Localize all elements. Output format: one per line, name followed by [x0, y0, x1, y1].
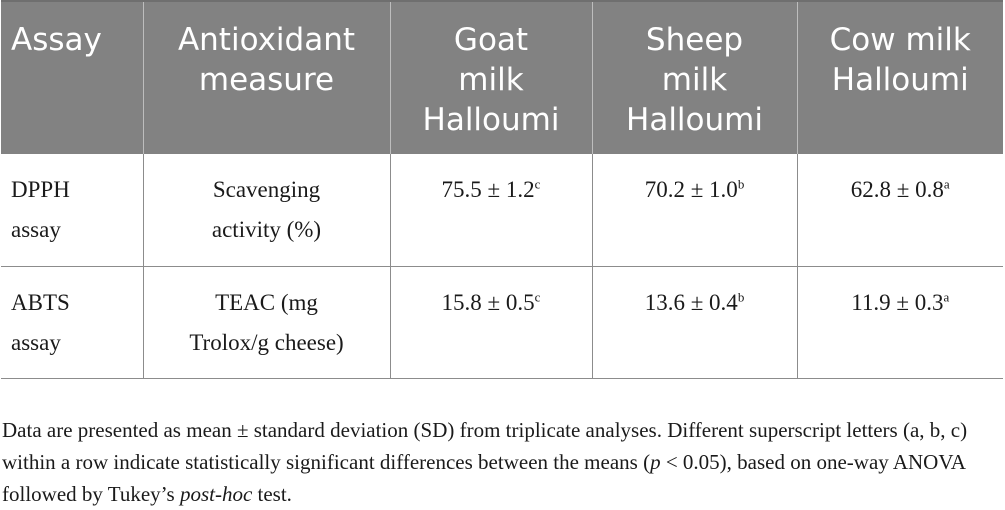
goat-value: 15.8 ± 0.5 [441, 289, 535, 315]
sheep-value: 70.2 ± 1.0 [644, 177, 738, 202]
table-row-abts: ABTS assay TEAC (mg Trolox/g cheese) 15.… [1, 266, 1003, 379]
cow-significance-letter: a [943, 176, 950, 192]
footnote-text-3: test. [252, 482, 292, 506]
header-goat-milk-halloumi: Goat milk Halloumi [390, 2, 593, 154]
goat-significance-letter: c [534, 176, 541, 192]
cell-assay: DPPH assay [1, 154, 144, 267]
table-footnote: Data are presented as mean ± standard de… [2, 414, 1002, 510]
header-goat-line-2: milk [458, 62, 524, 98]
goat-value: 75.5 ± 1.2 [441, 177, 535, 202]
assay-name: ABTS [11, 289, 70, 315]
sheep-value: 13.6 ± 0.4 [644, 289, 738, 315]
sheep-significance-letter: b [737, 176, 745, 192]
assay-word: assay [11, 217, 61, 242]
cell-sheep-value: 70.2 ± 1.0b [592, 154, 798, 267]
header-sheep-milk-halloumi: Sheep milk Halloumi [592, 2, 798, 154]
antioxidant-results-table: Assay Antioxidant measure Goat milk Hall… [1, 2, 1003, 379]
header-measure-line-1: Antioxidant [177, 22, 356, 58]
measure-line-1: TEAC (mg [215, 289, 318, 315]
header-cow-line-1: Cow milk [829, 22, 971, 58]
cow-value: 62.8 ± 0.8 [850, 177, 944, 202]
header-goat-line-3: Halloumi [422, 102, 560, 138]
header-measure-line-2: measure [198, 62, 335, 98]
measure-line-1: Scavenging [212, 177, 321, 202]
header-cow-milk-halloumi: Cow milk Halloumi [797, 2, 1003, 154]
cell-assay: ABTS assay [1, 266, 144, 379]
cell-measure: Scavenging activity (%) [143, 154, 391, 267]
cell-goat-value: 15.8 ± 0.5c [390, 266, 593, 379]
footnote-text-2: < 0.05), based on one-way ANOVA followed… [2, 450, 965, 506]
measure-line-2: Trolox/g cheese) [189, 329, 344, 355]
header-row: Assay Antioxidant measure Goat milk Hall… [1, 2, 1003, 154]
header-assay: Assay [1, 2, 144, 154]
header-sheep-line-3: Halloumi [626, 102, 763, 138]
header-sheep-line-1: Sheep [645, 22, 744, 58]
cow-value: 11.9 ± 0.3 [851, 289, 944, 315]
footnote-p-symbol: p [650, 450, 661, 474]
table-top-rule [1, 0, 1003, 2]
footnote-post-hoc: post-hoc [179, 482, 253, 506]
header-cow-line-2: Halloumi [831, 62, 969, 98]
header-sheep-line-2: milk [661, 62, 728, 98]
header-antioxidant-measure: Antioxidant measure [143, 2, 391, 154]
cell-sheep-value: 13.6 ± 0.4b [592, 266, 798, 379]
header-assay-label: Assay [11, 22, 102, 58]
cell-cow-value: 62.8 ± 0.8a [797, 154, 1003, 267]
assay-name: DPPH [11, 177, 70, 202]
measure-line-2: activity (%) [211, 217, 322, 242]
assay-word: assay [11, 329, 61, 355]
sheep-significance-letter: b [737, 288, 745, 304]
header-goat-line-1: Goat [453, 22, 529, 58]
cell-cow-value: 11.9 ± 0.3a [797, 266, 1003, 379]
cow-significance-letter: a [943, 288, 950, 304]
table-body: DPPH assay Scavenging activity (%) 75.5 … [1, 154, 1003, 379]
goat-significance-letter: c [534, 288, 541, 304]
cell-measure: TEAC (mg Trolox/g cheese) [143, 266, 391, 379]
table-row-dpph: DPPH assay Scavenging activity (%) 75.5 … [1, 154, 1003, 267]
cell-goat-value: 75.5 ± 1.2c [390, 154, 593, 267]
table-header: Assay Antioxidant measure Goat milk Hall… [1, 2, 1003, 154]
footnote-text-1: Data are presented as mean ± standard de… [2, 418, 968, 474]
